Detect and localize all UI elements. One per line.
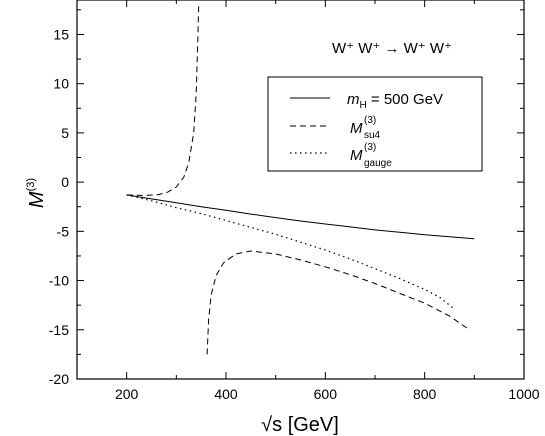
- y-tick-label: -20: [49, 371, 69, 387]
- plot-frame: [76, 0, 525, 380]
- y-tick-label: -5: [57, 223, 70, 239]
- legend-gauge-sub: gauge: [364, 158, 392, 169]
- y-tick-label: 5: [61, 125, 69, 141]
- series-line-dotted-3: [126, 194, 455, 310]
- legend-su4-sup: (3): [364, 115, 376, 126]
- legend-gauge-main: M: [350, 147, 363, 164]
- legend-entry-mh: mH = 500 GeV: [347, 91, 443, 111]
- legend-gauge-sup: (3): [364, 142, 376, 153]
- x-axis-title: √s [GeV]: [261, 414, 339, 436]
- y-tick-label: 15: [53, 26, 69, 42]
- legend-su4-main: M: [350, 120, 363, 137]
- axis-ticks: [76, 0, 525, 380]
- x-tick-labels: 200 400 600 800 1000: [115, 386, 540, 402]
- legend-mh-sub: H: [360, 100, 367, 111]
- legend-entry-su4: M: [350, 120, 363, 137]
- x-tick-label: 400: [214, 386, 238, 402]
- x-tick-label: 200: [115, 386, 139, 402]
- y-axis-title-sup: (3): [25, 178, 37, 191]
- legend-mh-tail: = 500 GeV: [367, 91, 443, 108]
- legend: mH = 500 GeV M (3) su4 M (3) gauge: [267, 76, 483, 172]
- x-tick-label: 1000: [508, 386, 539, 402]
- legend-box: [267, 76, 483, 172]
- y-tick-labels: -20 -15 -10 -5 0 5 10 15: [49, 26, 69, 387]
- legend-entry-gauge: M: [350, 147, 363, 164]
- legend-mh-main: m: [347, 91, 360, 108]
- series-line-solid-0: [126, 194, 475, 240]
- series-lines: [126, 4, 475, 355]
- y-tick-label: 10: [53, 76, 69, 92]
- process-annotation: W⁺ W⁺ → W⁺ W⁺: [332, 40, 452, 57]
- series-line-dashed-2: [206, 250, 470, 355]
- series-line-dashed-1: [126, 4, 200, 196]
- y-tick-label: -10: [49, 273, 69, 289]
- x-tick-label: 600: [314, 386, 338, 402]
- legend-su4-sub: su4: [364, 130, 381, 141]
- y-axis-title-main: M: [26, 191, 48, 208]
- x-tick-label: 800: [413, 386, 437, 402]
- y-tick-label: -15: [49, 322, 69, 338]
- y-axis-title: M(3): [25, 178, 48, 208]
- y-tick-label: 0: [61, 174, 69, 190]
